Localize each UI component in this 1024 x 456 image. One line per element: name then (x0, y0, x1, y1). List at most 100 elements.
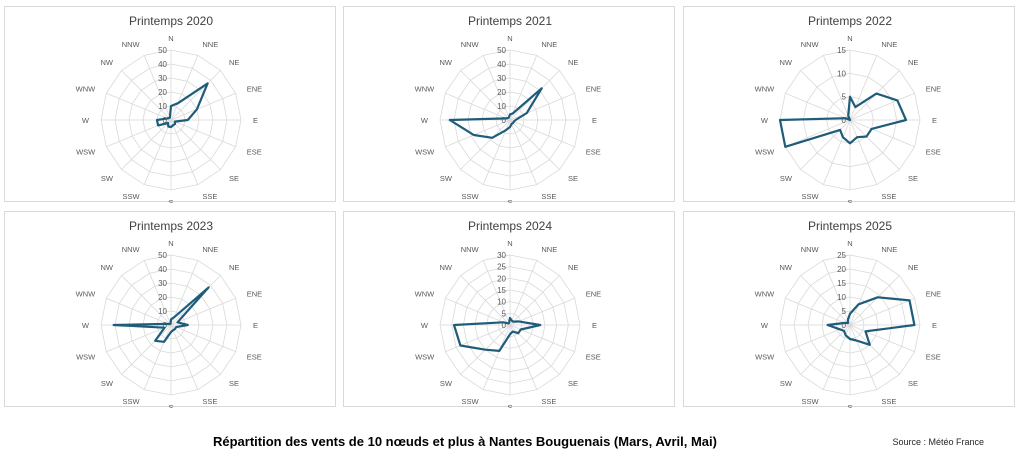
direction-label: SSE (541, 192, 556, 201)
tick-label: 50 (158, 46, 167, 55)
series-line (155, 82, 209, 129)
grid-spoke (445, 297, 511, 326)
direction-label: SE (568, 379, 578, 388)
direction-label: S (168, 403, 173, 408)
tick-label: 0 (502, 321, 507, 330)
tick-label: 20 (837, 265, 846, 274)
grid-spoke (170, 119, 236, 148)
tick-label: 0 (502, 116, 507, 125)
radar-chart-2025: Printemps 2025 0 5 10 15 20 25N NNE NE ENE E ESE SE S… (755, 219, 942, 408)
source-note: Source : Météo France (892, 437, 984, 447)
direction-label: N (507, 239, 512, 248)
tick-label: 5 (842, 93, 847, 102)
direction-label: ENE (586, 85, 601, 94)
direction-label: NE (229, 58, 239, 67)
grid-spoke (170, 55, 199, 121)
grid-spoke (849, 119, 900, 170)
grid-spoke (170, 297, 236, 326)
tick-label: 0 (163, 321, 168, 330)
grid-spoke (822, 119, 851, 185)
direction-label: SSW (802, 192, 820, 201)
direction-label: NNE (881, 245, 897, 254)
direction-label: W (421, 321, 429, 330)
grid-spoke (849, 119, 878, 185)
direction-label: WNW (76, 85, 96, 94)
direction-label: ESE (586, 147, 601, 156)
tick-label: 10 (837, 293, 846, 302)
direction-label: SSW (123, 397, 141, 406)
grid-spoke (509, 297, 575, 326)
direction-label: ESE (926, 352, 941, 361)
series-line (452, 316, 542, 352)
grid-spoke (482, 260, 511, 326)
grid-spoke (849, 297, 915, 326)
series-line (448, 87, 543, 139)
grid-spoke (170, 119, 221, 170)
grid-spoke (121, 324, 172, 375)
direction-label: SW (780, 379, 793, 388)
tick-label: 20 (497, 274, 506, 283)
chart-title: Printemps 2022 (808, 14, 892, 28)
tick-label: 15 (837, 46, 846, 55)
radar-panel-2025: Printemps 2025 0 5 10 15 20 25 N NNE NE ENE E ESE SE S… (683, 211, 1015, 408)
direction-label: SSW (462, 192, 480, 201)
grid-spoke (849, 324, 878, 390)
grid-spoke (170, 70, 221, 121)
grid-spoke (170, 260, 199, 326)
series-line (826, 296, 916, 346)
direction-label: ESE (926, 147, 941, 156)
direction-label: E (932, 116, 937, 125)
radar-panel-2022: Printemps 2022 0 5 10 15 N NNE NE ENE E ESE SE SSE S S… (683, 6, 1015, 203)
direction-label: N (847, 239, 852, 248)
direction-label: SW (780, 174, 793, 183)
tick-label: 40 (158, 265, 167, 274)
direction-label: SW (440, 379, 453, 388)
direction-label: W (82, 116, 90, 125)
direction-label: WNW (76, 290, 96, 299)
tick-label: 25 (837, 251, 846, 260)
direction-label: N (507, 34, 512, 43)
grid-spoke (509, 119, 560, 170)
direction-label: WNW (755, 85, 775, 94)
grid-spoke (509, 275, 560, 326)
grid-spoke (509, 55, 538, 121)
grid-spoke (445, 119, 511, 148)
grid-spoke (170, 324, 199, 390)
direction-label: SE (229, 174, 239, 183)
direction-label: SSE (881, 192, 896, 201)
direction-label: SW (440, 174, 453, 183)
direction-label: S (847, 198, 852, 203)
direction-label: E (592, 321, 597, 330)
direction-label: W (421, 116, 429, 125)
tick-label: 40 (158, 60, 167, 69)
grid-spoke (509, 324, 538, 390)
direction-label: NNW (801, 40, 820, 49)
grid-spoke (785, 297, 851, 326)
tick-label: 40 (497, 60, 506, 69)
grid-spoke (482, 324, 511, 390)
tick-label: 30 (497, 74, 506, 83)
direction-label: SW (101, 379, 114, 388)
direction-label: SSW (462, 397, 480, 406)
tick-label: 30 (158, 74, 167, 83)
direction-label: S (847, 403, 852, 408)
direction-label: WSW (415, 147, 435, 156)
grid-spoke (460, 119, 511, 170)
grid-spoke (849, 119, 915, 148)
direction-label: NNE (541, 40, 557, 49)
direction-label: SW (101, 174, 114, 183)
series-line (778, 92, 908, 148)
direction-label: N (168, 34, 173, 43)
direction-label: NW (440, 58, 453, 67)
tick-label: 0 (163, 116, 168, 125)
direction-label: NNE (881, 40, 897, 49)
direction-label: N (847, 34, 852, 43)
chart-title: Printemps 2021 (468, 14, 552, 28)
direction-label: NW (440, 263, 453, 272)
tick-label: 50 (497, 46, 506, 55)
figure-title: Répartition des vents de 10 nœuds et plu… (213, 434, 717, 449)
direction-label: W (82, 321, 90, 330)
grid-spoke (849, 275, 900, 326)
chart-title: Printemps 2025 (808, 219, 892, 233)
direction-label: SE (908, 174, 918, 183)
